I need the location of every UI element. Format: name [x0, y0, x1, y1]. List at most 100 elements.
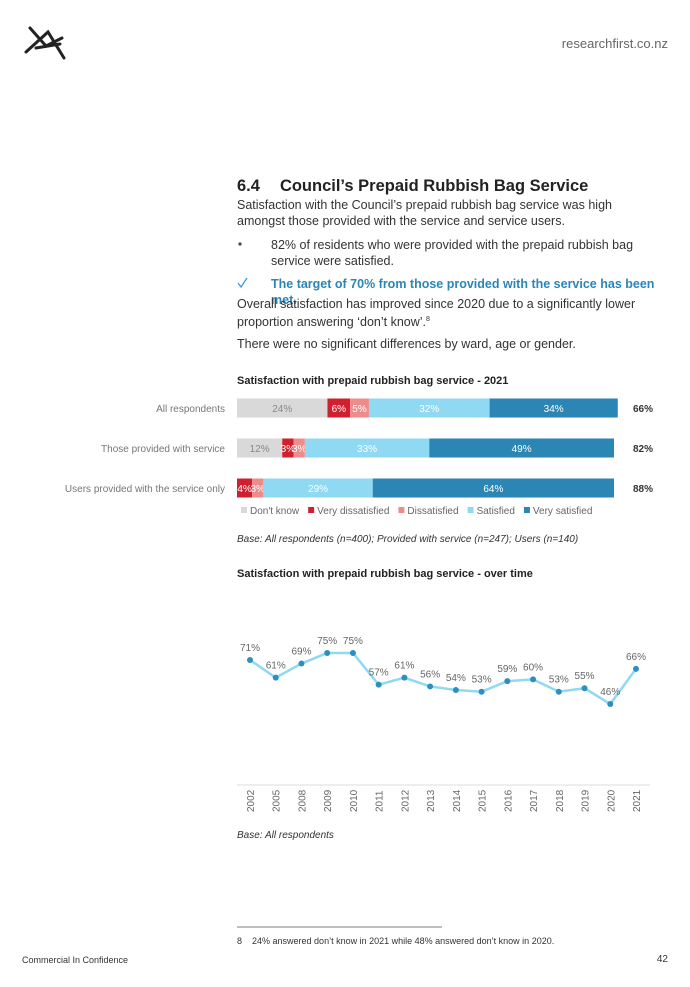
point	[427, 683, 434, 690]
value-label: 61%	[266, 661, 286, 672]
bar-segment	[237, 438, 283, 458]
x-tick-label: 2018	[555, 789, 566, 812]
bar-segment	[237, 398, 328, 418]
value-label: 4%	[237, 484, 252, 495]
point	[581, 685, 588, 692]
value-label: 59%	[497, 664, 517, 675]
value-label: 66%	[626, 652, 646, 663]
legend-swatch	[308, 507, 315, 513]
target-text: The target of 70% from those provided wi…	[271, 277, 655, 307]
category-label: Those provided with service	[101, 444, 225, 455]
chart-note: Base: All respondents (n=400); Provided …	[237, 534, 578, 545]
value-label: 6%	[332, 404, 347, 415]
x-tick-label: 2013	[426, 789, 437, 812]
bar-segment	[350, 398, 369, 418]
legend-swatch	[241, 507, 247, 513]
x-tick-label: 2020	[606, 789, 617, 812]
legend-label: Very dissatisfied	[317, 506, 389, 517]
page-number: 42	[656, 954, 668, 965]
check-icon	[237, 277, 248, 289]
value-label: 24%	[272, 404, 292, 415]
bar-segment	[282, 438, 294, 458]
paragraph: Satisfaction with the Council’s prepaid …	[237, 198, 612, 228]
point	[478, 688, 485, 695]
line	[249, 651, 638, 706]
footer-left: Commercial In Confidence	[22, 955, 129, 965]
bar-segment	[263, 478, 373, 498]
x-tick-label: 2021	[632, 789, 643, 812]
point	[633, 665, 639, 672]
x-tick-label: 2014	[452, 789, 463, 812]
value-label: 29%	[308, 484, 328, 495]
value-label: 53%	[472, 675, 492, 686]
value-label: 49%	[512, 444, 532, 455]
x-tick-label: 2015	[478, 789, 489, 812]
legend-label: Don't know	[250, 506, 300, 517]
site: researchfirst.co.nz	[561, 36, 668, 51]
x-tick-label: 2016	[503, 789, 514, 812]
point	[375, 681, 382, 688]
legend-label: Satisfied	[477, 506, 515, 517]
value-label: 3%	[292, 444, 307, 455]
logo	[24, 26, 66, 60]
legend-swatch	[523, 507, 530, 513]
bar-segment	[489, 398, 618, 418]
point	[324, 650, 331, 656]
value-label: 71%	[240, 643, 260, 654]
x-tick-label: 2017	[529, 789, 540, 812]
chart-title: Satisfaction with prepaid rubbish bag se…	[237, 375, 508, 387]
value-label: 12%	[250, 444, 270, 455]
section-heading: 6.4 Council’s Prepaid Rubbish Bag Service	[237, 177, 588, 196]
total-label: 66%	[633, 404, 653, 415]
value-label: 54%	[446, 673, 466, 684]
value-label: 53%	[549, 675, 569, 686]
point	[349, 650, 356, 656]
value-label: 57%	[369, 668, 389, 679]
bar-segment	[368, 398, 490, 418]
x-tick-label: 2012	[400, 789, 411, 812]
bar-segment	[252, 478, 264, 498]
x-tick-label: 2002	[246, 789, 257, 812]
value-label: 55%	[575, 671, 595, 682]
section-number: 6.4	[237, 177, 260, 195]
value-label: 32%	[419, 404, 439, 415]
legend-swatch	[467, 507, 474, 513]
point	[607, 701, 614, 708]
footnote-text: 24% answered don’t know in 2021 while 48…	[252, 936, 555, 946]
footnote-number: 8	[237, 936, 243, 946]
value-label: 75%	[343, 636, 363, 647]
value-label: 5%	[352, 404, 367, 415]
value-label: 56%	[420, 669, 440, 680]
value-label: 61%	[394, 661, 414, 672]
bullet-text: 82% of residents who were provided with …	[271, 238, 634, 268]
point	[247, 657, 253, 664]
point	[555, 688, 562, 695]
legend-label: Dissatisfied	[407, 506, 458, 517]
footnote-ref: 8	[426, 316, 430, 323]
total-label: 88%	[633, 484, 653, 495]
point	[452, 686, 459, 693]
bar-segment	[372, 478, 614, 498]
legend-swatch	[398, 507, 405, 513]
bar-segment	[237, 478, 253, 498]
bar-segment	[327, 398, 351, 418]
x-tick-label: 2019	[581, 789, 592, 812]
x-tick-label: 2009	[323, 789, 334, 812]
bar-segment	[293, 438, 305, 458]
value-label: 75%	[317, 636, 337, 647]
total-label: 82%	[633, 444, 653, 455]
value-label: 34%	[544, 404, 564, 415]
legend-label: Very satisfied	[533, 506, 592, 517]
chart-title: Satisfaction with prepaid rubbish bag se…	[237, 568, 533, 580]
x-tick-label: 2008	[297, 789, 308, 812]
category-label: Users provided with the service only	[65, 484, 225, 495]
point	[272, 674, 279, 681]
paragraph: Overall satisfaction has improved since …	[237, 296, 657, 330]
paragraph: There were no significant differences by…	[237, 337, 576, 351]
value-label: 64%	[483, 484, 503, 495]
value-label: 69%	[291, 647, 311, 658]
x-tick-label: 2011	[375, 790, 386, 812]
section-title: Council’s Prepaid Rubbish Bag Service	[279, 177, 589, 195]
